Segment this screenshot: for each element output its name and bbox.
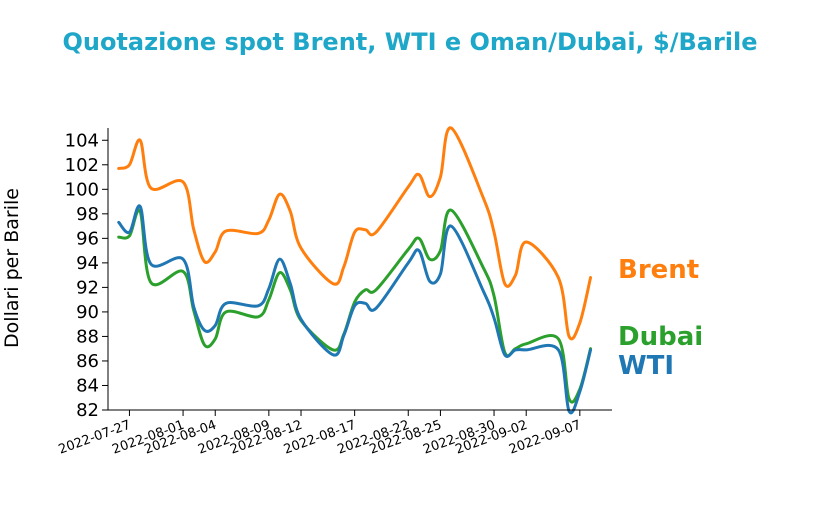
series-line-brent xyxy=(117,126,593,341)
y-axis-title: Dollari per Barile xyxy=(1,188,23,348)
y-tick-label: 104 xyxy=(65,130,99,151)
series-label-dubai: Dubai xyxy=(618,322,703,352)
y-tick-label: 84 xyxy=(76,375,99,396)
series-label-wti: WTI xyxy=(618,351,674,381)
chart-title: Quotazione spot Brent, WTI e Oman/Dubai,… xyxy=(62,28,758,56)
y-tick-label: 96 xyxy=(76,228,99,249)
y-tick-label: 88 xyxy=(76,326,99,347)
y-tick-label: 100 xyxy=(65,179,99,200)
y-tick-label: 98 xyxy=(76,204,99,225)
series-label-brent: Brent xyxy=(618,255,699,285)
y-tick-label: 92 xyxy=(76,277,99,298)
y-tick-label: 94 xyxy=(76,253,99,274)
series-line-wti xyxy=(117,204,593,415)
y-tick-label: 90 xyxy=(76,302,99,323)
series-lines xyxy=(117,126,593,415)
y-tick-label: 102 xyxy=(65,155,99,176)
y-tick-label: 82 xyxy=(76,400,99,421)
axes: 8284868890929496981001021042022-07-27202… xyxy=(57,128,612,458)
y-tick-label: 86 xyxy=(76,351,99,372)
